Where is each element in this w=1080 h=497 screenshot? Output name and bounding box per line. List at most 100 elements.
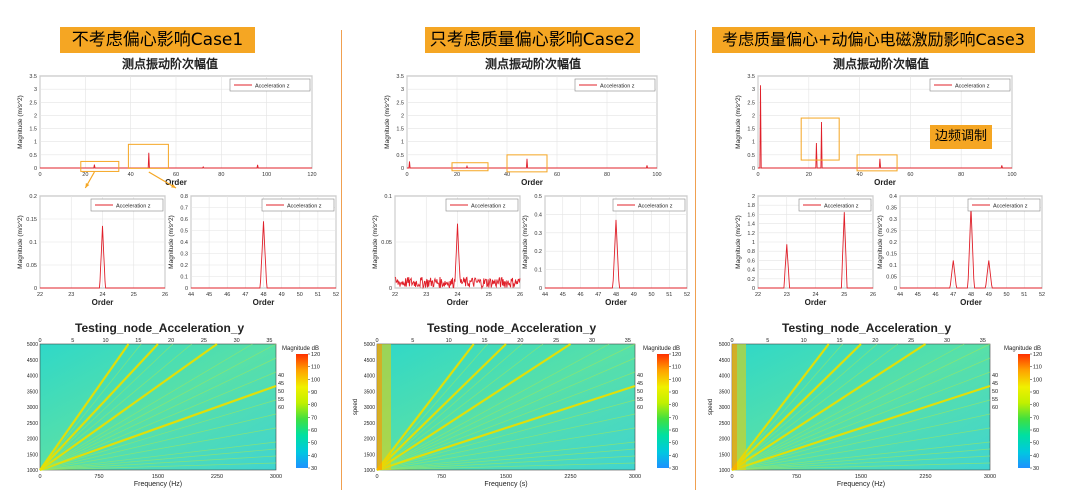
- x-tick-label: 52: [333, 292, 339, 298]
- top-tick-label: 35: [980, 338, 986, 344]
- order-line: [731, 413, 991, 471]
- y-tick-label: 4500: [27, 358, 38, 364]
- x-tick-label: 0: [756, 172, 759, 178]
- x-tick-label: 2250: [919, 474, 931, 480]
- x-axis-label: Frequency (Hz): [134, 481, 182, 488]
- colorbar-tick-label: 40: [311, 453, 317, 459]
- case3-title: 考虑质量偏心+动偏心电磁激励影响Case3: [712, 27, 1035, 53]
- y-axis-label: Magnitude (m/s^2): [384, 95, 391, 149]
- y-tick-label: 1: [752, 240, 755, 246]
- x-axis-label: Order: [447, 298, 469, 307]
- y-tick-label: 0.5: [29, 153, 37, 159]
- y-tick-label: 1.2: [747, 231, 755, 237]
- legend-box: [445, 198, 519, 212]
- x-tick-label: 60: [173, 172, 179, 178]
- highlight-box: [80, 160, 120, 172]
- x-tick-label: 80: [958, 172, 964, 178]
- x-tick-label: 50: [297, 292, 303, 298]
- y-axis-label: Magnitude (m/s^2): [522, 215, 529, 269]
- y-tick-label: 1: [752, 140, 755, 146]
- sideband-modulation-label: 边频调制: [930, 125, 992, 149]
- colorbar-tick-label: 50: [311, 441, 317, 447]
- legend-box: [798, 198, 872, 212]
- y-tick-label: 0.1: [180, 275, 188, 281]
- x-tick-label: 49: [631, 292, 637, 298]
- case1-zoom-24: 0 0.05 0.1 0.15 0.2 22 23 24 25 26 Acceleration z O…: [17, 194, 168, 307]
- x-tick-label: 0: [375, 474, 378, 480]
- order-line: [376, 384, 636, 472]
- x-axis-label: Frequency (s): [484, 481, 527, 488]
- order-label: 45: [637, 381, 643, 387]
- series-acceleration-z: [545, 219, 687, 289]
- y-axis-label: Magnitude (m/s^2): [735, 95, 742, 149]
- legend-label: Acceleration z: [116, 204, 151, 210]
- case2-order-chart-title: 测点振动阶次幅值: [485, 57, 582, 71]
- x-tick-label: 22: [37, 292, 43, 298]
- y-tick-label: 2: [752, 113, 755, 119]
- x-tick-label: 0: [405, 172, 408, 178]
- series-acceleration-z: [758, 212, 873, 289]
- y-tick-label: 0: [34, 286, 37, 292]
- top-tick-label: 35: [266, 338, 272, 344]
- colorbar: [657, 354, 669, 468]
- colorbar-tick-label: 110: [1033, 365, 1042, 371]
- case3-order-spectrum: 0 0.5 1 1.5 2 2.5 3 3.5 0 20 40 60 80 100 Acceleration…: [735, 74, 1017, 187]
- y-tick-label: 1.5: [396, 127, 404, 133]
- order-line: [376, 343, 523, 471]
- case1-order-spectrum: 0 0.5 1 1.5 2 2.5 3 3.5 0 20 40 60 80 100 120 Accelerat…: [17, 74, 317, 189]
- case2-zoom-48: 0 0.1 0.2 0.3 0.4 0.5 44 45 46 47 48 49 50 51 52 Accele…: [522, 194, 690, 307]
- order-line: [39, 343, 173, 471]
- y-tick-label: 3500: [364, 389, 375, 395]
- top-tick-label: 25: [553, 338, 559, 344]
- y-tick-label: 0.2: [534, 249, 542, 255]
- y-tick-label: 0: [389, 286, 392, 292]
- series-acceleration-z: [40, 152, 312, 169]
- callout-arrowhead: [85, 183, 90, 188]
- x-tick-label: 750: [792, 474, 801, 480]
- top-tick-label: 5: [71, 338, 74, 344]
- y-tick-label: 0.25: [886, 229, 897, 235]
- x-tick-label: 45: [206, 292, 212, 298]
- top-tick-label: 30: [944, 338, 950, 344]
- highlight-box: [800, 117, 840, 161]
- order-label: 60: [637, 405, 643, 411]
- top-tick-label: 0: [730, 338, 733, 344]
- order-line: [731, 343, 899, 471]
- colorbar-tick-label: 120: [311, 352, 320, 358]
- legend-box: [612, 198, 686, 212]
- order-line: [376, 413, 636, 471]
- x-tick-label: 100: [262, 172, 271, 178]
- order-line: [376, 343, 544, 471]
- y-tick-label: 0.2: [889, 240, 897, 246]
- x-tick-label: 20: [82, 172, 88, 178]
- order-line: [39, 413, 277, 471]
- x-tick-label: 25: [486, 292, 492, 298]
- order-label: 45: [992, 381, 998, 387]
- top-tick-label: 10: [102, 338, 108, 344]
- order-line: [731, 399, 991, 471]
- x-tick-label: 23: [68, 292, 74, 298]
- legend-box: [90, 198, 164, 212]
- y-tick-label: 3000: [364, 405, 375, 411]
- order-line: [731, 343, 862, 471]
- low-frequency-core: [377, 344, 382, 470]
- x-tick-label: 0: [730, 474, 733, 480]
- x-tick-label: 24: [812, 292, 818, 298]
- x-tick-label: 23: [784, 292, 790, 298]
- x-tick-label: 46: [577, 292, 583, 298]
- order-line: [731, 371, 991, 471]
- y-tick-label: 0.1: [889, 263, 897, 269]
- case2-zoom-24: 0 0.05 0.1 22 23 24 25 26 Acceleration z Order Mag…: [372, 194, 523, 307]
- colorbar-tick-label: 70: [672, 415, 678, 421]
- colorbar-tick-label: 70: [311, 415, 317, 421]
- colorbar-tick-label: 70: [1033, 415, 1039, 421]
- order-line: [731, 357, 991, 471]
- x-axis-label: Order: [605, 298, 627, 307]
- x-tick-label: 47: [242, 292, 248, 298]
- order-line: [731, 343, 965, 471]
- x-tick-label: 22: [392, 292, 398, 298]
- y-tick-label: 4500: [364, 358, 375, 364]
- order-line: [376, 427, 636, 471]
- x-tick-label: 100: [652, 172, 661, 178]
